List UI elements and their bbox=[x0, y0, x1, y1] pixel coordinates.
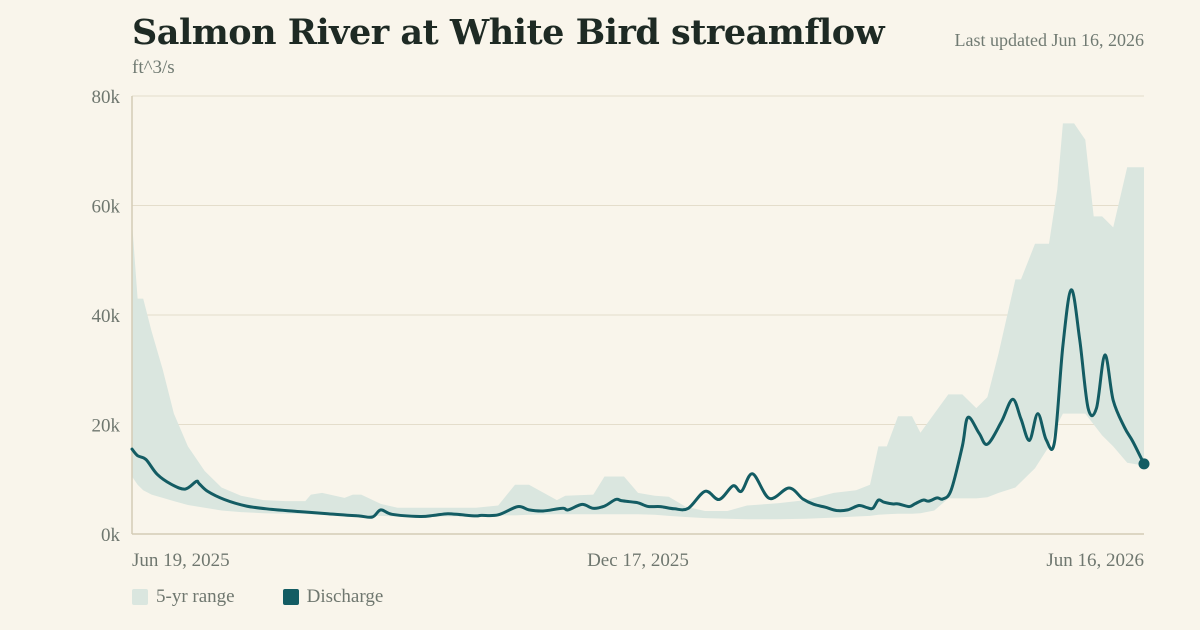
discharge-latest-point bbox=[1138, 458, 1150, 470]
discharge-line bbox=[130, 288, 1146, 519]
y-tick-label: 60k bbox=[92, 197, 121, 218]
tick-labels: 0k 20k 40k 60k 80k Jun 19, 2025 Dec 17, 2025 Ju… bbox=[92, 87, 1145, 571]
chart-title: Salmon River at White Bird streamflow bbox=[132, 12, 885, 53]
grid-lines bbox=[132, 95, 1144, 425]
y-tick-label: 0k bbox=[101, 525, 121, 546]
range-swatch bbox=[132, 589, 148, 605]
x-tick-label: Dec 17, 2025 bbox=[587, 550, 689, 571]
axes bbox=[131, 96, 1144, 535]
range-band-layer bbox=[132, 123, 1144, 520]
y-axis-unit-label: ft^3/s bbox=[132, 57, 175, 78]
y-tick-label: 40k bbox=[92, 306, 121, 327]
x-tick-label: Jun 16, 2026 bbox=[1046, 550, 1144, 571]
discharge-line-layer bbox=[130, 288, 1150, 519]
x-tick-label: Jun 19, 2025 bbox=[132, 550, 230, 571]
legend-item-range: 5-yr range bbox=[132, 586, 235, 608]
legend-discharge-label: Discharge bbox=[306, 586, 384, 607]
legend-range-label: 5-yr range bbox=[156, 586, 235, 607]
y-tick-label: 80k bbox=[92, 87, 121, 108]
range-band-area bbox=[132, 123, 1144, 520]
y-tick-label: 20k bbox=[92, 416, 121, 437]
legend-item-discharge: Discharge bbox=[282, 586, 384, 608]
last-updated-text: Last updated Jun 16, 2026 bbox=[954, 30, 1144, 50]
legend: 5-yr range Discharge bbox=[132, 586, 431, 608]
discharge-swatch bbox=[282, 589, 299, 605]
